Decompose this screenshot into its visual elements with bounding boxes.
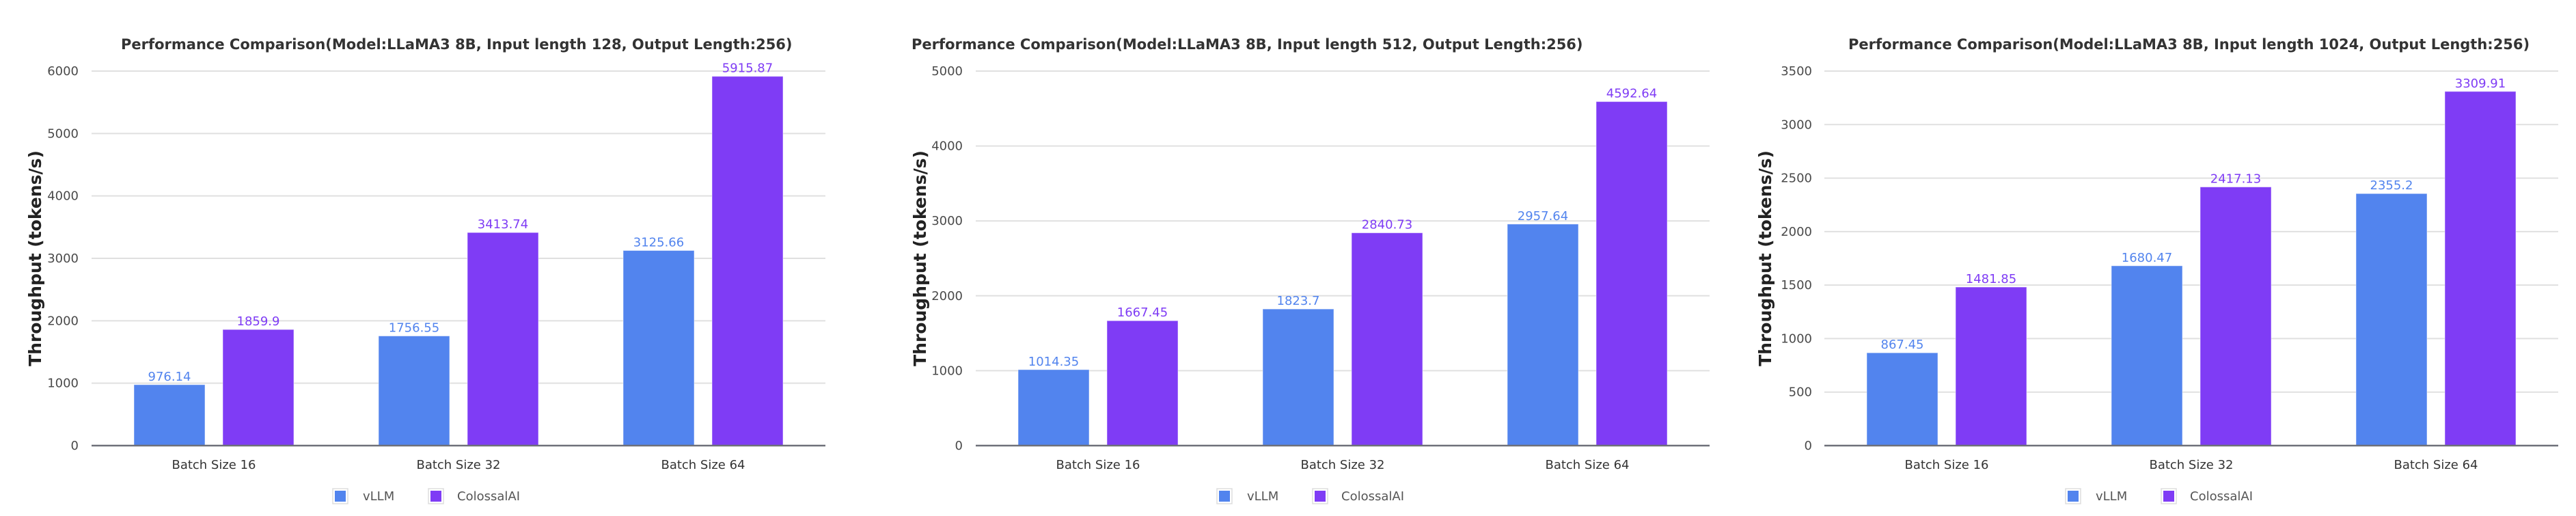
x-tick-label: Batch Size 16 [172,458,256,472]
x-tick-label: Batch Size 32 [416,458,500,472]
data-label: 1859.9 [237,314,280,329]
y-tick-label: 1000 [47,377,79,391]
y-axis-label: Throughput (tokens/s) [25,150,45,366]
y-tick-label: 2000 [931,289,963,303]
x-tick-label: Batch Size 16 [1904,458,1988,472]
y-tick-label: 4000 [47,189,79,204]
data-label: 1481.85 [1966,272,2016,286]
bar-colossalai-2 [467,232,539,446]
y-tick-label: 1000 [931,364,963,378]
x-tick-label: Batch Size 16 [1056,458,1140,472]
data-label: 976.14 [148,370,191,384]
y-tick-label: 2000 [47,314,79,328]
legend-label: vLLM [2096,489,2127,504]
data-label: 1667.45 [1117,305,1168,320]
data-label: 867.45 [1881,338,1924,352]
data-label: 3125.66 [633,236,684,250]
legend-swatch-vllm [335,491,346,502]
x-tick-label: Batch Size 32 [1300,458,1384,472]
y-tick-label: 2000 [1781,225,1812,239]
y-tick-label: 0 [1805,439,1812,453]
data-label: 5915.87 [722,62,773,76]
chart-3: Performance Comparison(Model:LLaMA3 8B, … [1755,36,2558,504]
data-label: 2417.13 [2210,172,2261,187]
x-tick-label: Batch Size 64 [2394,458,2478,472]
bar-vllm-2 [2111,265,2183,446]
bar-vllm-3 [1507,223,1579,446]
y-tick-label: 5000 [47,126,79,141]
legend-swatch-vllm [1219,491,1230,502]
y-axis-label: Throughput (tokens/s) [910,150,930,366]
chart-1: Performance Comparison(Model:LLaMA3 8B, … [25,36,825,504]
y-tick-label: 2500 [1781,172,1812,186]
y-tick-label: 3000 [47,252,79,266]
bar-vllm-1 [1866,352,1938,446]
data-label: 2355.2 [2370,178,2413,193]
legend-label: vLLM [1247,489,1278,504]
x-tick-label: Batch Size 32 [2149,458,2233,472]
bar-colossalai-1 [1106,320,1179,446]
bar-colossalai-1 [1955,286,2027,446]
x-tick-label: Batch Size 64 [661,458,745,472]
legend-label: vLLM [363,489,394,504]
bar-vllm-1 [1017,369,1090,446]
chart-title: Performance Comparison(Model:LLaMA3 8B, … [1848,36,2530,53]
data-label: 4592.64 [1606,87,1657,101]
y-tick-label: 0 [71,439,79,453]
bar-vllm-2 [1262,308,1334,446]
legend-swatch-vllm [2068,491,2079,502]
legend-label: ColossalAI [457,489,520,504]
legend: vLLM ColossalAI [332,488,520,504]
bar-colossalai-3 [1595,101,1668,446]
bar-colossalai-3 [711,76,784,446]
data-label: 1014.35 [1028,355,1079,369]
legend-swatch-colossalai [2163,491,2174,502]
data-label: 1823.7 [1277,294,1320,308]
data-label: 1680.47 [2122,251,2172,265]
bar-vllm-3 [622,250,695,446]
chart-title: Performance Comparison(Model:LLaMA3 8B, … [912,36,1583,53]
y-tick-label: 3000 [931,214,963,228]
y-tick-label: 1000 [1781,331,1812,346]
legend-label: ColossalAI [2190,489,2253,504]
y-tick-label: 0 [955,439,963,453]
chart-2: Performance Comparison(Model:LLaMA3 8B, … [910,36,1710,504]
data-label: 2840.73 [1362,218,1412,232]
legend-label: ColossalAI [1341,489,1404,504]
bar-vllm-3 [2355,193,2428,446]
y-tick-label: 4000 [931,139,963,154]
bar-colossalai-1 [222,329,294,446]
legend: vLLM ColossalAI [1216,488,1404,504]
y-tick-label: 3500 [1781,64,1812,79]
chart-title: Performance Comparison(Model:LLaMA3 8B, … [121,36,793,53]
y-tick-label: 500 [1789,385,1812,400]
legend: vLLM ColossalAI [2065,488,2253,504]
legend-swatch-colossalai [430,491,441,502]
y-tick-label: 5000 [931,64,963,79]
data-label: 1756.55 [389,321,439,336]
x-tick-label: Batch Size 64 [1545,458,1629,472]
data-label: 3309.91 [2455,77,2506,91]
y-axis-label: Throughput (tokens/s) [1755,150,1775,366]
bar-vllm-1 [133,384,206,446]
y-tick-label: 3000 [1781,118,1812,132]
data-label: 2957.64 [1518,209,1568,223]
y-tick-label: 1500 [1781,278,1812,293]
bar-colossalai-2 [1351,232,1423,446]
y-tick-label: 6000 [47,64,79,79]
bar-colossalai-3 [2444,91,2517,446]
bar-colossalai-2 [2200,187,2272,446]
bar-vllm-2 [378,336,450,446]
data-label: 3413.74 [478,217,528,232]
legend-swatch-colossalai [1315,491,1326,502]
